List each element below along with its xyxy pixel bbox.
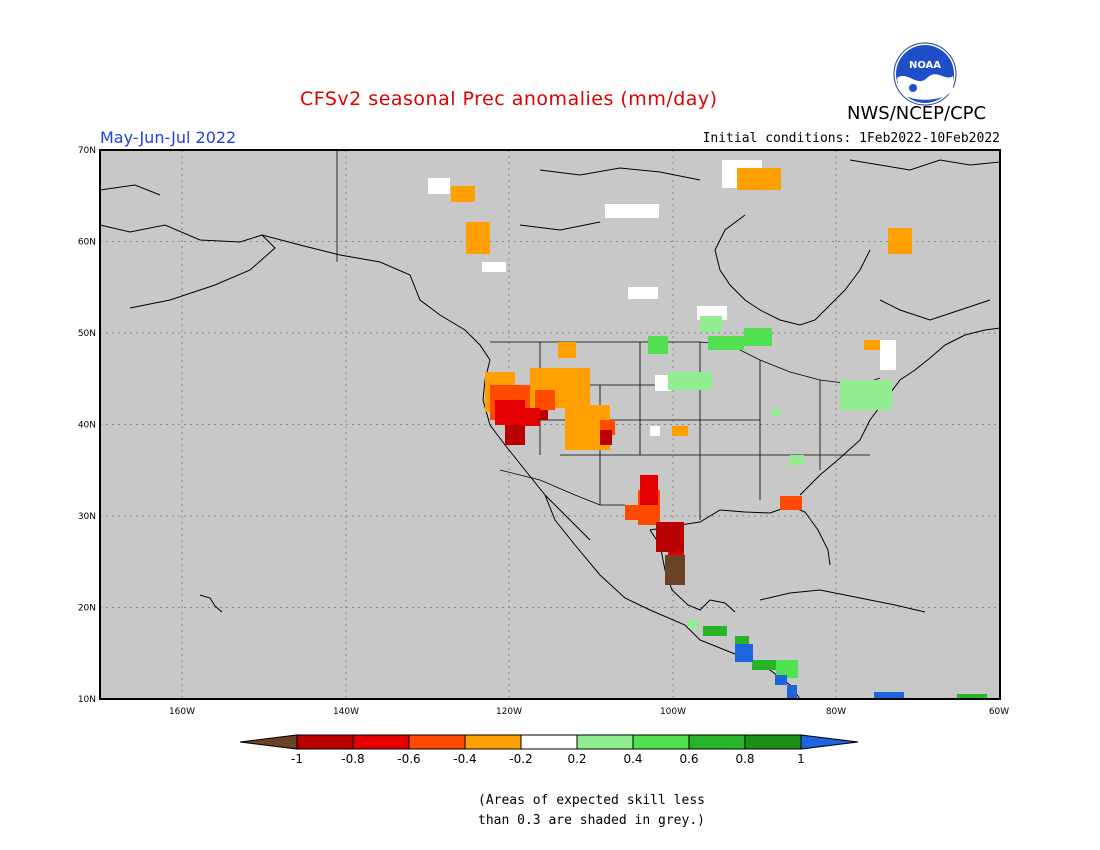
- lon-label: 60W: [989, 707, 1009, 717]
- colorbar-segment: [520, 734, 578, 750]
- colorbar-label: 0.4: [623, 752, 642, 766]
- lon-label: 140W: [333, 707, 359, 717]
- colorbar-labels: -1 -0.8 -0.6 -0.4 -0.2 0.2 0.4 0.6 0.8 1: [291, 752, 805, 766]
- colorbar-segment: [688, 734, 746, 750]
- colorbar-segment: [352, 734, 410, 750]
- skill-note-line1: (Areas of expected skill less: [478, 793, 705, 808]
- graticule: [100, 150, 1000, 699]
- colorbar-label: 0.2: [567, 752, 586, 766]
- lat-label: 40N: [78, 421, 96, 431]
- lon-label: 120W: [496, 707, 522, 717]
- colorbar-label: 0.8: [735, 752, 754, 766]
- coastlines: [99, 159, 1001, 700]
- lat-label: 70N: [78, 146, 96, 156]
- colorbar-label: 1: [797, 752, 805, 766]
- colorbar-segment: [576, 734, 634, 750]
- lat-label: 60N: [78, 238, 96, 248]
- colorbar-segment: [296, 734, 354, 750]
- skill-note: (Areas of expected skill less than 0.3 a…: [478, 791, 705, 831]
- skill-note-line2: than 0.3 are shaded in grey.): [478, 813, 705, 828]
- longitude-labels: 160W 140W 120W 100W 80W 60W: [169, 707, 1009, 717]
- colorbar-label: 0.6: [679, 752, 698, 766]
- colorbar: [239, 734, 859, 750]
- lat-label: 20N: [78, 604, 96, 614]
- lon-label: 80W: [826, 707, 846, 717]
- colorbar-label: -0.8: [341, 752, 364, 766]
- lat-label: 10N: [78, 695, 96, 705]
- colorbar-high-arrow: [800, 734, 859, 750]
- anomaly-cells: [428, 160, 987, 699]
- latitude-labels: 70N 60N 50N 40N 30N 20N 10N: [78, 146, 96, 705]
- lat-label: 30N: [78, 512, 96, 522]
- lat-label: 50N: [78, 329, 96, 339]
- chart-title: CFSv2 seasonal Prec anomalies (mm/day): [300, 88, 718, 110]
- colorbar-segment: [408, 734, 466, 750]
- lon-label: 160W: [169, 707, 195, 717]
- map-frame: [99, 149, 1001, 700]
- agency-label: NWS/NCEP/CPC: [847, 103, 987, 124]
- lon-label: 100W: [660, 707, 686, 717]
- colorbar-label: -0.4: [453, 752, 476, 766]
- initial-conditions-label: Initial conditions: 1Feb2022-10Feb2022: [702, 131, 1000, 146]
- colorbar-segment: [464, 734, 522, 750]
- colorbar-label: -0.2: [509, 752, 532, 766]
- colorbar-segment: [744, 734, 802, 750]
- noaa-logo-icon: NOAA: [893, 42, 957, 106]
- colorbar-low-arrow: [239, 734, 298, 750]
- colorbar-segment: [632, 734, 690, 750]
- season-label: May-Jun-Jul 2022: [100, 128, 237, 147]
- colorbar-label: -1: [291, 752, 303, 766]
- colorbar-label: -0.6: [397, 752, 420, 766]
- logo-text: NOAA: [909, 60, 941, 71]
